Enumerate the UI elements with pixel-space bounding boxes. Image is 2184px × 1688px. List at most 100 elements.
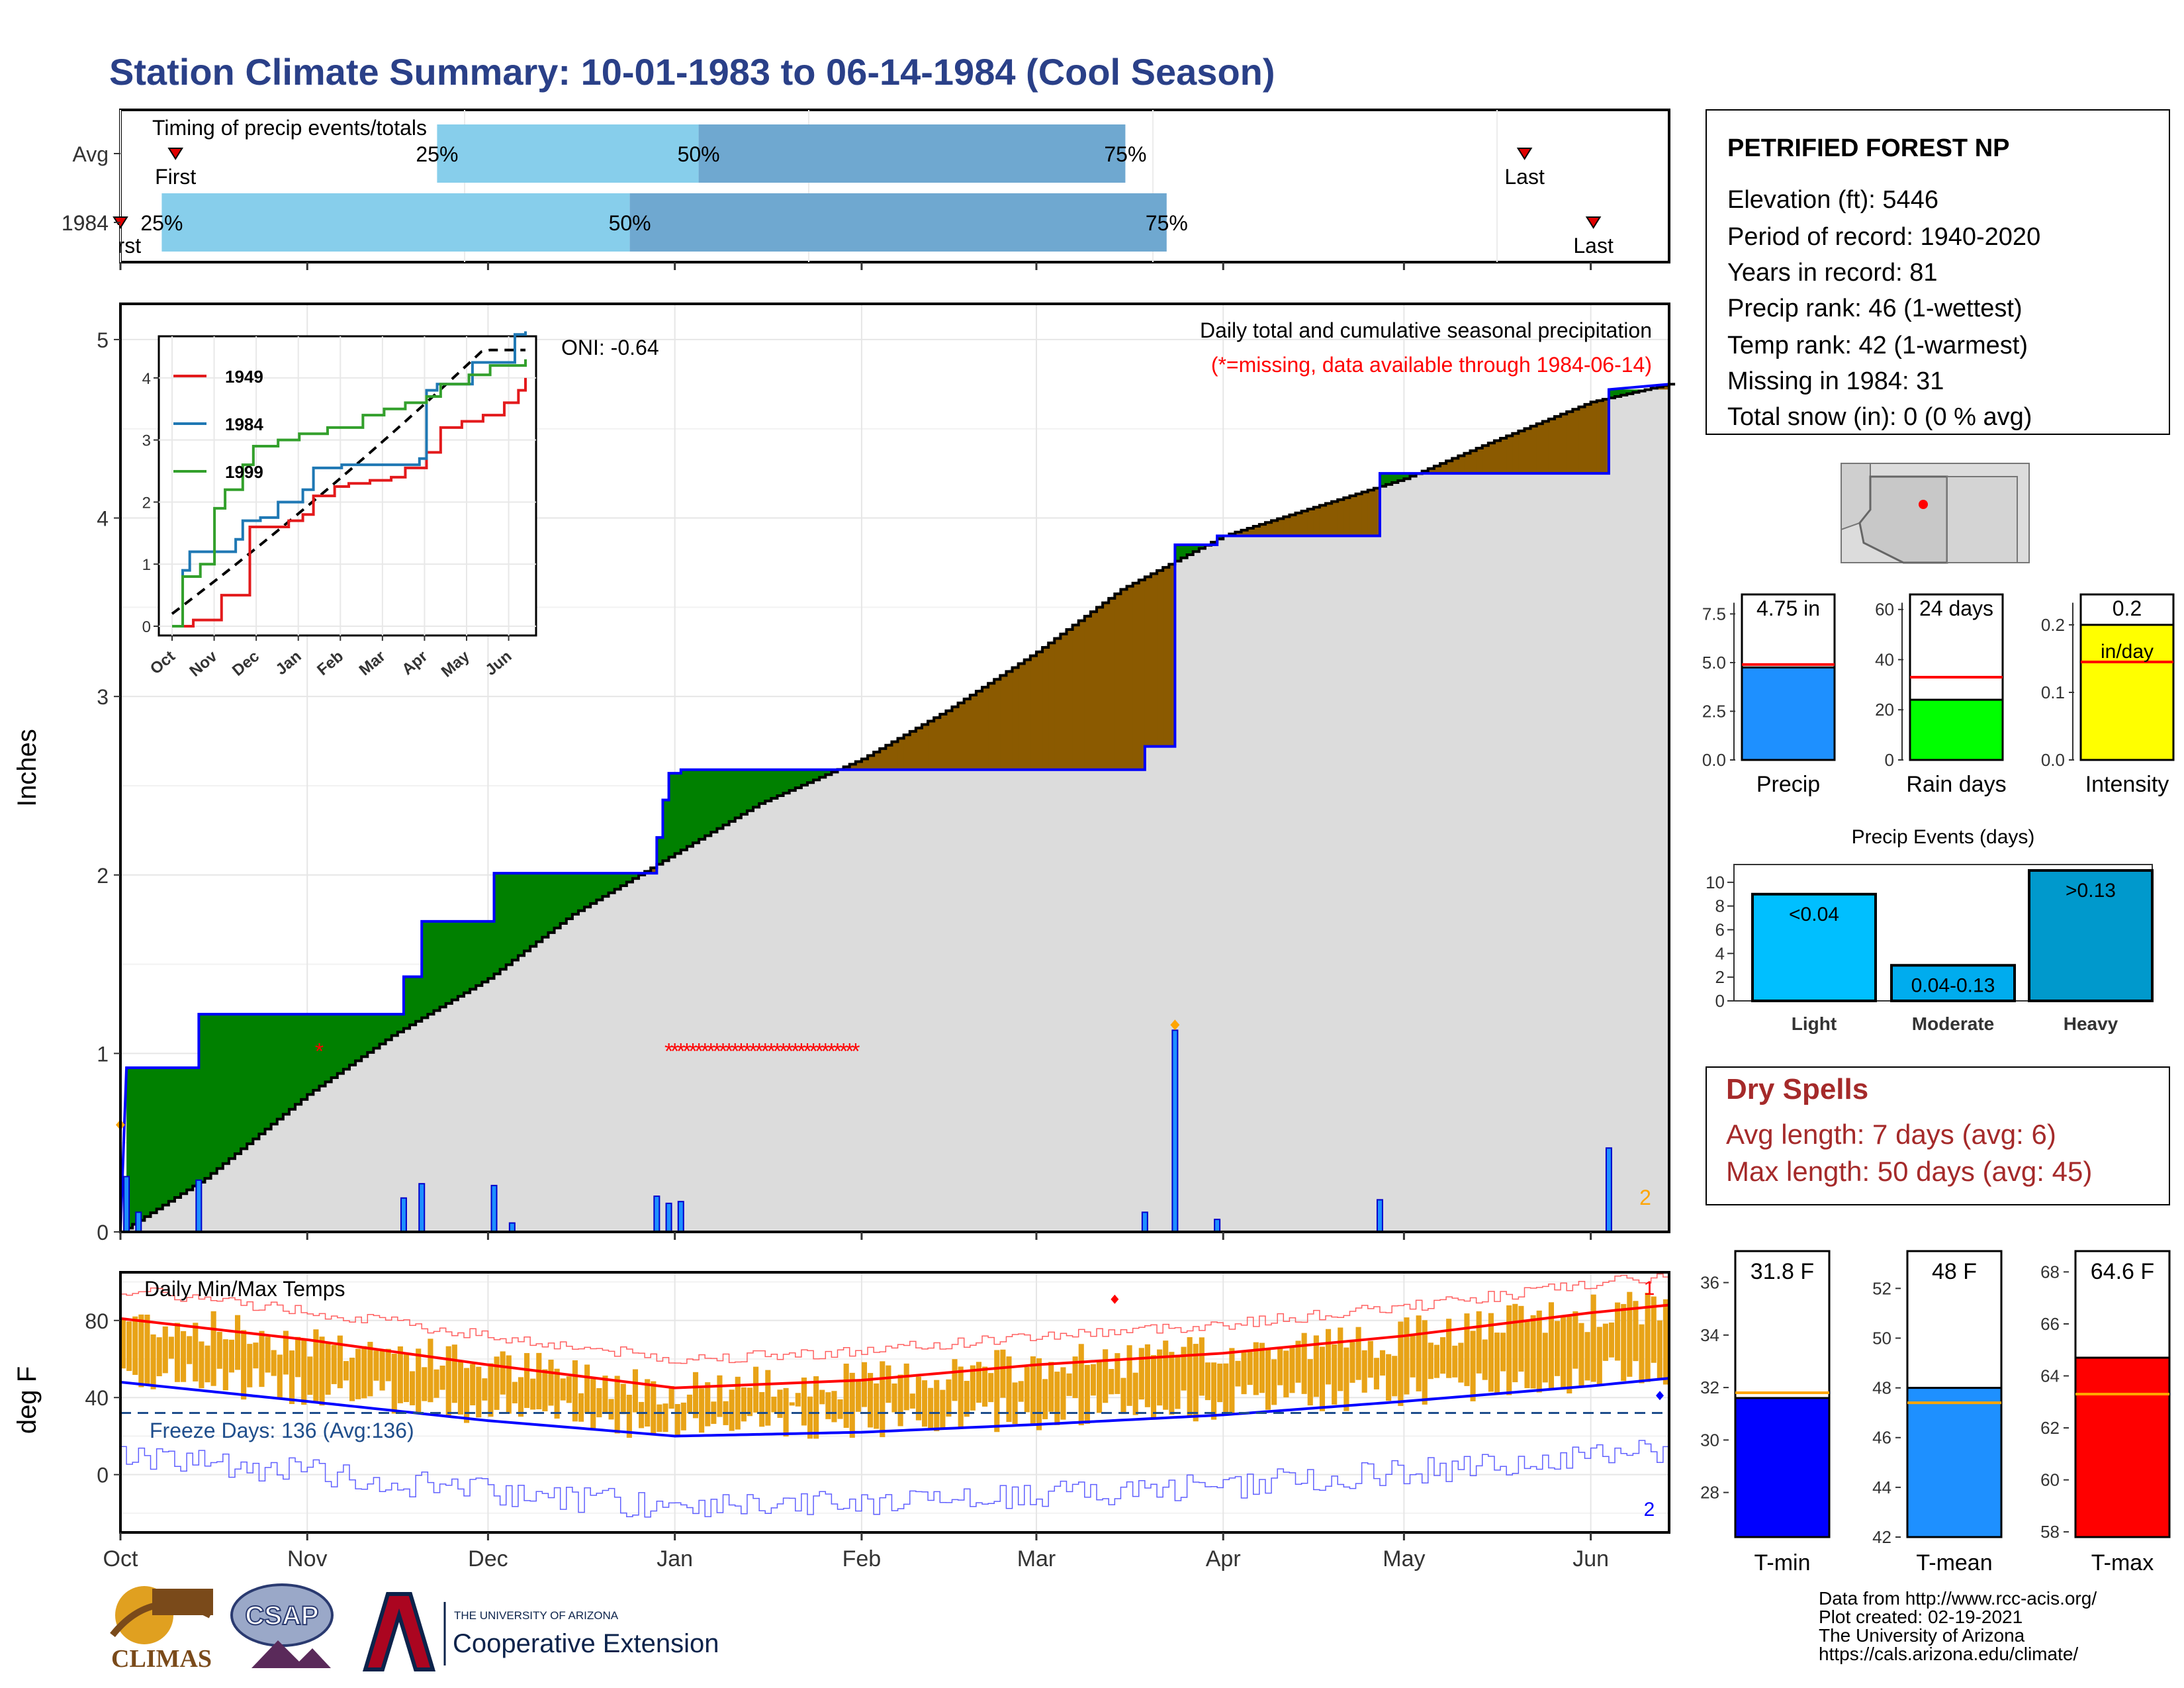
- above-avg-segment: [566, 873, 573, 919]
- daily-temp-bar: [1361, 1350, 1367, 1393]
- above-avg-segment: [373, 1014, 381, 1049]
- daily-temp-bar: [439, 1365, 445, 1390]
- daily-temp-bar: [234, 1315, 241, 1370]
- daily-temp-bar: [1506, 1305, 1512, 1395]
- daily-temp-bar: [397, 1346, 403, 1403]
- above-avg-segment: [741, 769, 748, 815]
- daily-temp-bar: [482, 1378, 488, 1401]
- below-avg-segment: [843, 767, 850, 770]
- daily-temp-bar: [259, 1331, 265, 1387]
- above-avg-segment: [476, 921, 482, 986]
- precip-ytick-label: 5: [97, 328, 109, 352]
- below-avg-segment: [1277, 518, 1284, 536]
- daily-temp-bar: [295, 1336, 301, 1378]
- below-avg-segment: [1138, 580, 1146, 770]
- missing-marker: *: [773, 1039, 782, 1064]
- below-avg-segment: [1367, 490, 1375, 536]
- daily-temp-bar: [674, 1404, 680, 1437]
- events-bar-label: Heavy: [2064, 1013, 2118, 1034]
- daily-temp-bar: [181, 1331, 187, 1382]
- daily-precip-bar: [677, 1201, 684, 1233]
- above-avg-segment: [144, 1067, 152, 1217]
- above-avg-segment: [530, 873, 537, 947]
- daily-temp-bar: [494, 1356, 500, 1410]
- above-avg-segment: [439, 921, 447, 1008]
- daily-temp-bar: [897, 1374, 903, 1427]
- daily-temp-bar: [416, 1348, 422, 1414]
- daily-temp-bar: [253, 1342, 259, 1369]
- timing-edge-cover: [0, 225, 119, 265]
- daily-temp-bar: [891, 1383, 897, 1413]
- below-avg-segment: [1103, 602, 1109, 770]
- daily-temp-bar: [928, 1387, 934, 1430]
- missing-marker: *: [737, 1039, 745, 1064]
- daily-temp-bar: [886, 1365, 891, 1403]
- daily-temp-bar: [277, 1354, 283, 1399]
- station-info-box: PETRIFIED FOREST NP Elevation (ft): 5446…: [1706, 109, 2170, 435]
- daily-temp-bar: [1103, 1349, 1109, 1403]
- daily-temp-bar: [1657, 1320, 1662, 1380]
- above-avg-segment: [422, 921, 428, 1018]
- daily-temp-bar: [271, 1350, 277, 1376]
- missing-marker: *: [767, 1039, 776, 1064]
- x-tick-label: Feb: [842, 1546, 882, 1571]
- daily-precip-bar: [665, 1202, 672, 1233]
- below-avg-segment: [1066, 630, 1073, 770]
- above-avg-segment: [542, 873, 549, 937]
- daily-temp-bar: [795, 1393, 801, 1407]
- above-avg-segment: [367, 1014, 375, 1053]
- missing-marker: *: [676, 1039, 685, 1064]
- daily-temp-bar: [765, 1370, 771, 1426]
- daily-temp-bar: [470, 1364, 476, 1405]
- daily-temp-bar: [1494, 1333, 1500, 1393]
- daily-temp-bar: [657, 1404, 662, 1432]
- above-avg-segment: [1621, 389, 1627, 395]
- tempbar-value-text: 64.6 F: [2091, 1259, 2154, 1284]
- above-avg-segment: [457, 921, 465, 997]
- above-avg-segment: [771, 769, 778, 798]
- daily-temp-bar: [1265, 1348, 1271, 1410]
- temp-ytick-label: 80: [85, 1309, 109, 1333]
- summary-value-bar: [1909, 698, 2004, 761]
- below-avg-segment: [651, 867, 657, 874]
- daily-temp-bar: [614, 1376, 620, 1434]
- daily-temp-bar: [1470, 1331, 1476, 1401]
- avg-cumulative-line: [120, 383, 1676, 1233]
- daily-temp-bar: [1247, 1352, 1253, 1385]
- daily-temp-bar: [1030, 1356, 1036, 1425]
- missing-marker: *: [315, 1039, 324, 1064]
- daily-temp-bar: [1458, 1342, 1464, 1383]
- below-avg-segment: [1006, 671, 1013, 770]
- events-bar-label: Moderate: [1912, 1013, 1994, 1034]
- missing-marker: *: [833, 1039, 842, 1064]
- daily-temp-bar: [1326, 1329, 1332, 1385]
- daily-temp-bar: [428, 1338, 433, 1403]
- below-avg-segment: [1506, 436, 1513, 474]
- credits: Data from http://www.rcc-acis.org/ Plot …: [1819, 1588, 2097, 1664]
- above-avg-segment: [795, 769, 802, 788]
- above-avg-segment: [783, 769, 790, 794]
- above-avg-segment: [548, 873, 555, 933]
- tempbar-ytick-label: 64: [2040, 1366, 2060, 1386]
- summary-ytick-label: 60: [1875, 600, 1894, 620]
- daily-temp-bar: [433, 1369, 439, 1398]
- temp-ytick-label: 0: [97, 1464, 109, 1487]
- tempbar-ytick-label: 62: [2040, 1418, 2060, 1438]
- tempbar-ytick-label: 48: [1872, 1378, 1891, 1398]
- daily-temp-bar: [807, 1396, 813, 1439]
- daily-temp-bar: [645, 1379, 651, 1427]
- below-avg-segment: [1530, 426, 1537, 474]
- below-avg-segment: [1301, 510, 1308, 536]
- missing-marker: *: [755, 1039, 764, 1064]
- tempbar-ytick-label: 34: [1700, 1325, 1719, 1345]
- inset-legend-label: 1999: [225, 462, 263, 482]
- daily-temp-bar: [222, 1339, 228, 1391]
- daily-temp-bar: [946, 1379, 952, 1417]
- daily-temp-bar: [699, 1388, 705, 1433]
- daily-temp-bar: [126, 1321, 132, 1372]
- daily-temp-bar: [355, 1348, 361, 1399]
- daily-temp-bar: [1097, 1360, 1103, 1413]
- below-avg-segment: [915, 727, 923, 770]
- oni-label: ONI: -0.64: [561, 336, 659, 359]
- daily-precip-bar: [1141, 1211, 1148, 1233]
